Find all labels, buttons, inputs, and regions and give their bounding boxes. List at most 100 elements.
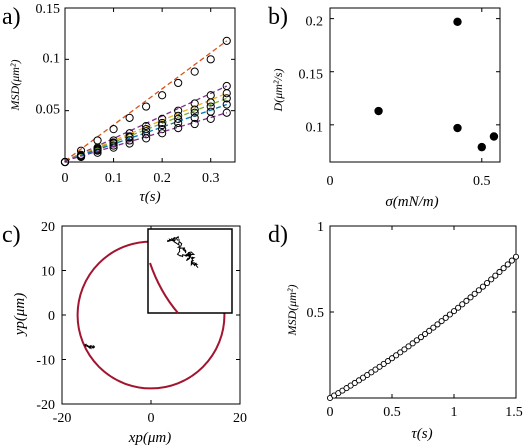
data-point: [190, 67, 199, 76]
data-point: [477, 142, 486, 152]
y-tick-label: -10: [36, 354, 55, 369]
panel-letter-b: b): [268, 4, 288, 30]
fit-line: [64, 97, 227, 162]
data-point: [76, 152, 86, 161]
data-point: [504, 261, 511, 268]
data-point: [471, 290, 478, 297]
particle-trajectory: [84, 343, 96, 350]
data-point: [364, 371, 371, 379]
data-point: [142, 130, 151, 139]
x-tick-label: 0: [148, 411, 155, 426]
axis-ticks-c: [61, 225, 241, 405]
x-axis-label-a: τ(s): [139, 189, 160, 205]
y-tick-label: 20: [41, 220, 55, 235]
data-point: [174, 78, 183, 88]
data-point: [158, 114, 167, 123]
data-point: [158, 91, 167, 100]
fit-line: [64, 85, 228, 162]
y-axis-label-d: MSD(μm²): [285, 285, 299, 337]
data-point: [393, 352, 400, 359]
plot-area-d: [329, 225, 517, 399]
x-tick-label: 0.1: [105, 171, 123, 186]
panel-c: c) -20 0 20 20 10 0 -10 -20 xp(μm) yp(μm…: [2, 220, 247, 446]
x-tick-label: -20: [53, 411, 72, 426]
data-point: [158, 118, 167, 128]
data-point: [222, 94, 231, 103]
y-axis-label-b: D(μm²/s): [271, 69, 285, 113]
panel-a: a) 0 0.1 0.2 0.3 0.05 0.1 0.15 τ(s) MSD(…: [2, 2, 236, 205]
inset-trajectory: [167, 235, 199, 269]
data-point: [446, 311, 453, 318]
data-point: [93, 148, 102, 157]
panel-b: b) 0 0.5 0.1 0.15 0.2 σ(mN/m) D(μm²/s): [268, 4, 501, 210]
data-point: [125, 139, 134, 148]
panel-d: d) 0 0.5 1 1.5 0.5 1 τ(s) MSD(μm²): [268, 220, 523, 442]
data-point: [109, 143, 118, 152]
data-point: [508, 257, 515, 264]
data-point: [190, 105, 199, 114]
data-point: [450, 308, 458, 315]
plot-area-a: [64, 7, 236, 163]
data-point: [376, 363, 383, 370]
panel-letter-a: a): [2, 4, 21, 30]
data-point: [158, 125, 167, 134]
data-point: [374, 106, 383, 116]
data-point: [206, 98, 215, 107]
data-point: [409, 340, 416, 347]
data-point: [222, 100, 231, 109]
data-point: [422, 330, 429, 338]
data-point: [413, 337, 420, 344]
data-point: [158, 129, 167, 138]
data-point: [60, 157, 70, 167]
data-point: [380, 360, 387, 368]
panel-letter-d: d): [268, 222, 288, 248]
series-0: [60, 36, 231, 167]
data-point: [479, 283, 486, 290]
data-point: [438, 318, 445, 325]
x-tick-label: 0: [327, 174, 334, 189]
data-point: [500, 265, 507, 272]
data-point: [463, 297, 470, 304]
y-tick-label: 0.5: [307, 306, 325, 321]
data-point: [109, 141, 118, 150]
data-point: [384, 358, 391, 365]
data-point: [492, 272, 499, 279]
data-point: [158, 120, 167, 130]
series-group-d: [326, 253, 520, 402]
data-point: [360, 374, 367, 381]
data-point: [430, 324, 437, 331]
data-point: [125, 136, 134, 145]
data-point: [489, 132, 499, 141]
data-point: [174, 106, 183, 115]
x-tick-label: 0.3: [202, 171, 220, 186]
x-axis-label-d: τ(s): [411, 426, 432, 442]
y-tick-label: 1: [317, 220, 324, 235]
series-group-a: [60, 36, 231, 167]
data-point: [453, 123, 462, 133]
fit-line: [64, 112, 227, 162]
axis-ticks-a: [64, 7, 235, 162]
data-point: [190, 119, 199, 129]
data-point: [125, 113, 134, 122]
data-point: [355, 377, 362, 384]
data-point: [372, 366, 379, 373]
y-tick-label: 0.15: [299, 68, 324, 83]
data-point: [434, 321, 441, 328]
y-tick-label: 0.05: [36, 103, 61, 118]
data-point: [142, 134, 151, 143]
y-tick-label: 0.15: [36, 2, 61, 17]
data-point: [484, 279, 491, 287]
series-3: [60, 94, 231, 167]
data-point: [426, 327, 433, 334]
data-point: [174, 124, 183, 133]
fit-line: [64, 40, 228, 162]
inset-box: [147, 228, 233, 314]
data-point: [174, 114, 183, 123]
data-point: [417, 334, 424, 341]
data-point: [467, 294, 474, 301]
data-point: [206, 55, 215, 64]
msd-curve: [329, 256, 517, 399]
data-point: [222, 108, 231, 117]
data-point: [388, 355, 396, 362]
axis-ticks-b: [329, 8, 500, 162]
